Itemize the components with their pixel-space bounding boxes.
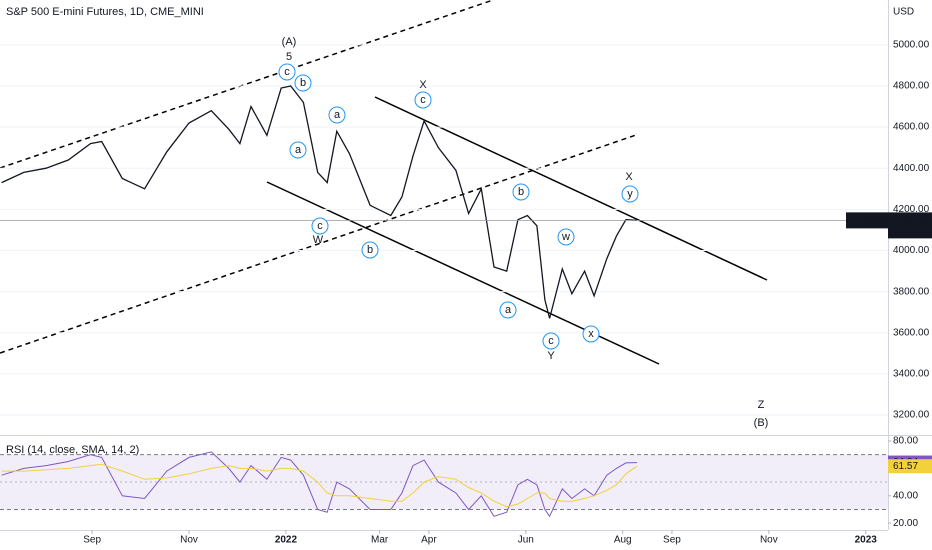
wave-circle (542, 332, 560, 350)
wave-circle (557, 228, 575, 246)
wave-circle (582, 325, 600, 343)
rsi-title: RSI (14, close, SMA, 14, 2) (6, 444, 139, 456)
wave-label: Y (547, 350, 555, 362)
rsi-band (0, 454, 888, 510)
wave-label: (A) (282, 36, 297, 48)
price-label: 4146.50 (893, 215, 930, 226)
rsi-line (1, 463, 638, 508)
wave-label: w (561, 231, 570, 243)
wave-circle (328, 106, 346, 124)
x-tick-label: Sep (83, 535, 101, 546)
x-tick-label: Nov (180, 535, 198, 546)
wave-label: X (625, 171, 633, 183)
wave-label: X (419, 79, 427, 91)
wave-label: (B) (754, 417, 769, 429)
wave-label: a (295, 144, 302, 156)
wave-circle (289, 141, 307, 159)
wave-label: a (505, 304, 512, 316)
dashed-trend-line (0, 0, 494, 169)
y-tick-label: 3600.00 (893, 327, 930, 338)
wave-label: W (313, 234, 324, 246)
x-tick-label: Apr (421, 535, 437, 546)
symbol-label: ESU2022 (846, 215, 889, 226)
x-tick-label: Mar (371, 535, 389, 546)
y-tick-label: 20.00 (893, 518, 918, 529)
y-tick-label: 4800.00 (893, 81, 930, 92)
y-tick-label: 5000.00 (893, 39, 930, 50)
x-tick-label: Aug (614, 535, 632, 546)
wave-label: c (284, 66, 290, 78)
currency-label: USD (893, 7, 914, 18)
wave-circle (621, 185, 639, 203)
x-tick-label: 2023 (855, 535, 878, 546)
wave-circle (499, 301, 517, 319)
rsi-line (1, 451, 638, 518)
wave-label: 5 (286, 51, 292, 63)
countdown-label: 22:00:38 (893, 227, 932, 238)
wave-label: c (420, 94, 426, 106)
x-tick-label: Sep (663, 535, 681, 546)
wave-label: b (518, 186, 524, 198)
wave-label: x (588, 328, 594, 340)
y-tick-label: 3400.00 (893, 369, 930, 380)
wave-label: y (627, 188, 633, 200)
wave-circle (361, 241, 379, 259)
y-tick-label: 80.00 (893, 436, 918, 447)
wave-label: c (548, 335, 554, 347)
wave-circle (512, 183, 530, 201)
y-tick-label: 3800.00 (893, 286, 930, 297)
wave-label: b (367, 244, 373, 256)
wave-circle (278, 63, 296, 81)
y-tick-label: 4200.00 (893, 204, 930, 215)
rsi-value-label: 61.57 (893, 461, 918, 472)
price-tag (888, 212, 932, 239)
y-tick-label: 3200.00 (893, 410, 930, 421)
x-tick-label: Jun (518, 535, 534, 546)
wave-circle (311, 217, 329, 235)
price-line (1, 85, 638, 319)
y-tick-label: 4400.00 (893, 163, 930, 174)
wave-label: c (317, 220, 323, 232)
wave-circle (414, 91, 432, 109)
symbol-tag (846, 212, 888, 229)
x-tick-label: 2022 (275, 535, 298, 546)
x-tick-label: Nov (760, 535, 778, 546)
dashed-trend-line (0, 134, 637, 354)
y-tick-label: 4600.00 (893, 122, 930, 133)
wave-label: Z (758, 399, 765, 411)
rsi-value-tag (888, 459, 932, 474)
wave-label: a (334, 109, 341, 121)
wave-circle (294, 74, 312, 92)
y-tick-label: 40.00 (893, 490, 918, 501)
wave-label: b (300, 77, 306, 89)
chart-title: S&P 500 E-mini Futures, 1D, CME_MINI (6, 6, 204, 18)
y-tick-label: 4000.00 (893, 245, 930, 256)
